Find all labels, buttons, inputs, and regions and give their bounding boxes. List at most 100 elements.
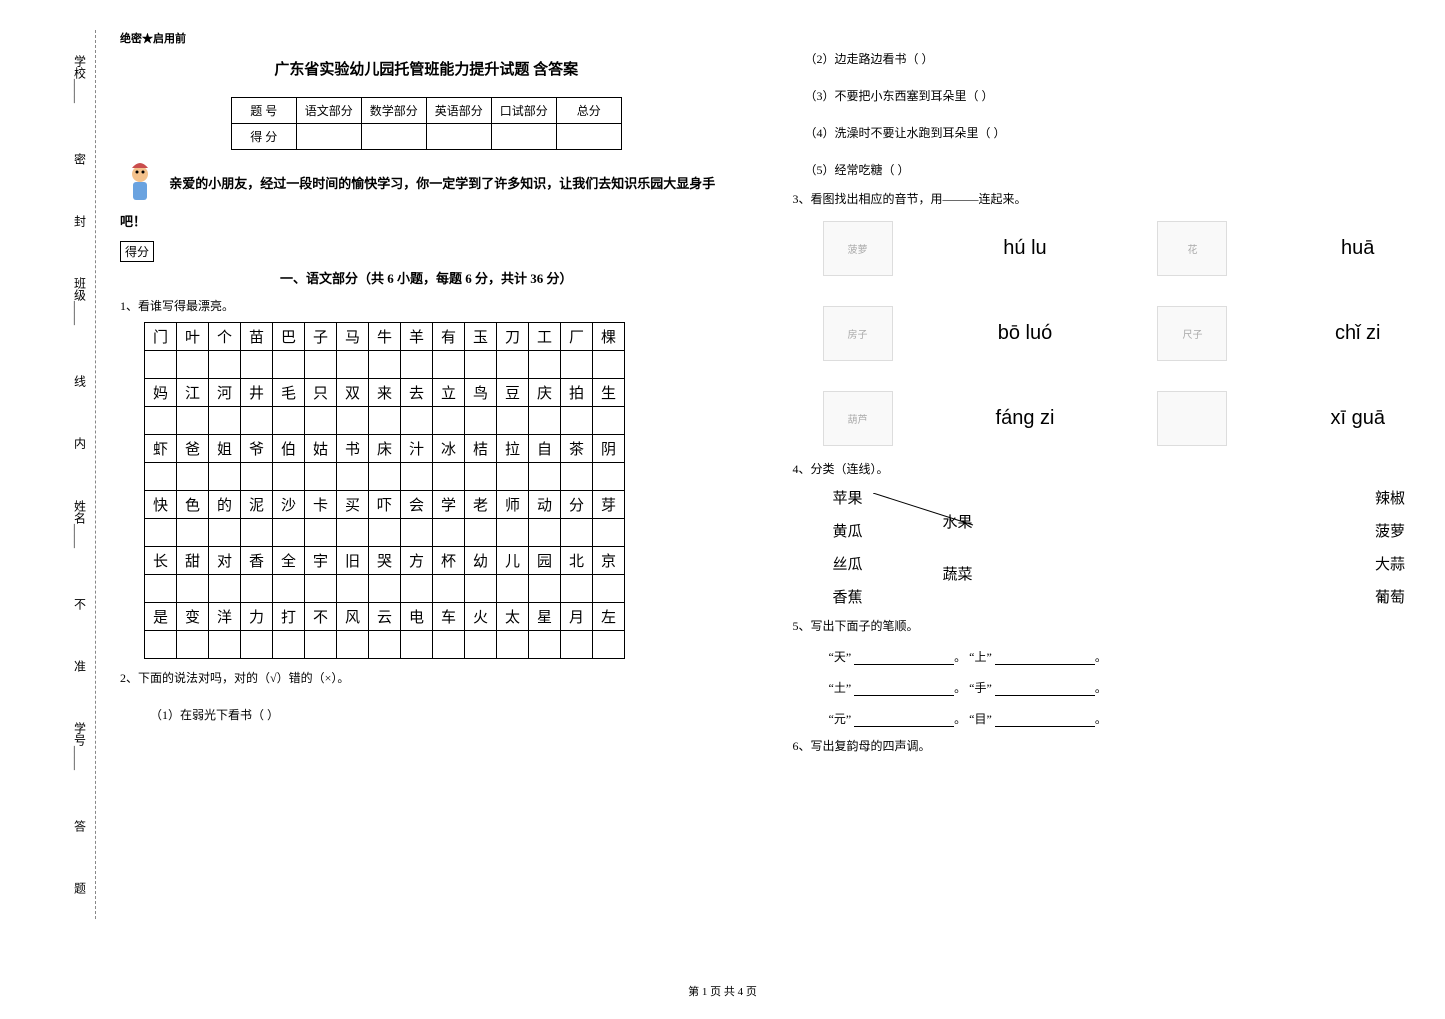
char-practice-cell[interactable]: [337, 575, 369, 603]
char-practice-cell[interactable]: [433, 575, 465, 603]
char-practice-cell[interactable]: [529, 575, 561, 603]
char-practice-cell[interactable]: [209, 631, 241, 659]
char-practice-cell[interactable]: [337, 463, 369, 491]
char-practice-cell[interactable]: [209, 351, 241, 379]
char-practice-cell[interactable]: [241, 519, 273, 547]
char-practice-cell[interactable]: [209, 575, 241, 603]
char-practice-cell[interactable]: [433, 519, 465, 547]
char-practice-cell[interactable]: [369, 575, 401, 603]
char-practice-cell[interactable]: [145, 631, 177, 659]
char-practice-cell[interactable]: [177, 351, 209, 379]
char-practice-cell[interactable]: [593, 463, 625, 491]
char-practice-cell[interactable]: [561, 463, 593, 491]
char-practice-cell[interactable]: [305, 631, 337, 659]
char-practice-cell[interactable]: [177, 575, 209, 603]
char-practice-cell[interactable]: [241, 407, 273, 435]
char-practice-cell[interactable]: [465, 519, 497, 547]
char-practice-cell[interactable]: [177, 407, 209, 435]
char-practice-cell[interactable]: [497, 351, 529, 379]
char-practice-cell[interactable]: [273, 407, 305, 435]
char-practice-cell[interactable]: [529, 519, 561, 547]
char-practice-cell[interactable]: [273, 519, 305, 547]
char-practice-cell[interactable]: [593, 351, 625, 379]
char-practice-cell[interactable]: [273, 351, 305, 379]
char-practice-cell[interactable]: [177, 631, 209, 659]
char-practice-cell[interactable]: [465, 463, 497, 491]
char-practice-row[interactable]: [145, 519, 625, 547]
char-practice-cell[interactable]: [561, 575, 593, 603]
stroke-blank[interactable]: [995, 715, 1095, 727]
char-practice-cell[interactable]: [305, 519, 337, 547]
char-practice-cell[interactable]: [433, 631, 465, 659]
char-practice-cell[interactable]: [177, 519, 209, 547]
char-practice-cell[interactable]: [433, 407, 465, 435]
char-practice-cell[interactable]: [497, 519, 529, 547]
stroke-blank[interactable]: [995, 684, 1095, 696]
char-practice-cell[interactable]: [593, 519, 625, 547]
char-practice-cell[interactable]: [369, 463, 401, 491]
char-practice-cell[interactable]: [209, 463, 241, 491]
char-practice-cell[interactable]: [401, 519, 433, 547]
char-practice-row[interactable]: [145, 575, 625, 603]
char-practice-cell[interactable]: [465, 631, 497, 659]
char-practice-cell[interactable]: [561, 407, 593, 435]
char-practice-cell[interactable]: [241, 575, 273, 603]
char-practice-cell[interactable]: [273, 631, 305, 659]
char-practice-cell[interactable]: [497, 631, 529, 659]
char-practice-cell[interactable]: [145, 463, 177, 491]
char-practice-cell[interactable]: [337, 407, 369, 435]
char-practice-cell[interactable]: [241, 351, 273, 379]
char-practice-cell[interactable]: [561, 631, 593, 659]
score-cell[interactable]: [556, 124, 621, 150]
char-practice-cell[interactable]: [529, 631, 561, 659]
char-practice-cell[interactable]: [529, 463, 561, 491]
char-practice-cell[interactable]: [401, 463, 433, 491]
char-practice-cell[interactable]: [209, 519, 241, 547]
char-practice-cell[interactable]: [145, 407, 177, 435]
char-practice-cell[interactable]: [209, 407, 241, 435]
char-practice-cell[interactable]: [401, 407, 433, 435]
char-practice-cell[interactable]: [177, 463, 209, 491]
stroke-blank[interactable]: [995, 653, 1095, 665]
char-practice-cell[interactable]: [369, 407, 401, 435]
char-practice-row[interactable]: [145, 631, 625, 659]
char-practice-cell[interactable]: [369, 351, 401, 379]
char-practice-cell[interactable]: [273, 463, 305, 491]
char-practice-cell[interactable]: [529, 351, 561, 379]
stroke-blank[interactable]: [854, 653, 954, 665]
char-practice-cell[interactable]: [401, 351, 433, 379]
stroke-blank[interactable]: [854, 715, 954, 727]
char-practice-cell[interactable]: [305, 463, 337, 491]
char-practice-cell[interactable]: [401, 575, 433, 603]
stroke-blank[interactable]: [854, 684, 954, 696]
char-practice-cell[interactable]: [433, 351, 465, 379]
char-practice-cell[interactable]: [465, 407, 497, 435]
char-practice-row[interactable]: [145, 407, 625, 435]
char-practice-cell[interactable]: [145, 519, 177, 547]
char-practice-cell[interactable]: [273, 575, 305, 603]
char-practice-cell[interactable]: [241, 463, 273, 491]
score-cell[interactable]: [491, 124, 556, 150]
char-practice-cell[interactable]: [305, 575, 337, 603]
char-practice-cell[interactable]: [497, 463, 529, 491]
char-practice-cell[interactable]: [337, 631, 369, 659]
char-practice-cell[interactable]: [369, 631, 401, 659]
char-practice-cell[interactable]: [561, 351, 593, 379]
char-practice-row[interactable]: [145, 463, 625, 491]
char-practice-cell[interactable]: [145, 575, 177, 603]
char-practice-cell[interactable]: [241, 631, 273, 659]
char-practice-cell[interactable]: [433, 463, 465, 491]
score-cell[interactable]: [361, 124, 426, 150]
char-practice-cell[interactable]: [305, 351, 337, 379]
char-practice-cell[interactable]: [593, 407, 625, 435]
char-practice-cell[interactable]: [465, 575, 497, 603]
score-cell[interactable]: [426, 124, 491, 150]
char-practice-cell[interactable]: [337, 351, 369, 379]
char-practice-cell[interactable]: [529, 407, 561, 435]
char-practice-cell[interactable]: [497, 407, 529, 435]
char-practice-cell[interactable]: [337, 519, 369, 547]
char-practice-cell[interactable]: [593, 631, 625, 659]
char-practice-cell[interactable]: [305, 407, 337, 435]
char-practice-cell[interactable]: [497, 575, 529, 603]
char-practice-cell[interactable]: [593, 575, 625, 603]
